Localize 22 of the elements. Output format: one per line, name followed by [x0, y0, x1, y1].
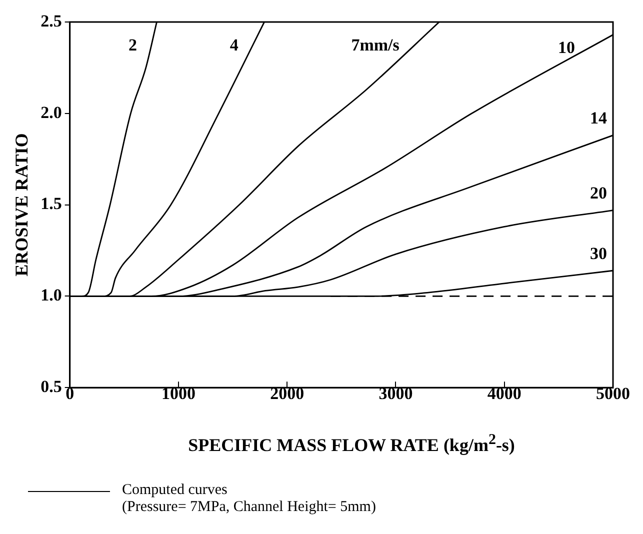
series-label: 7mm/s [351, 35, 400, 54]
y-tick-label: 1.0 [40, 286, 62, 305]
series-label: 2 [128, 35, 138, 54]
x-tick-label: 4000 [487, 384, 522, 404]
text: (Pressure= 7MPa, Channel Height= 5mm) [122, 499, 376, 516]
x-tick-label: 3000 [378, 384, 413, 404]
series-label: 30 [590, 244, 607, 263]
y-tick-label: 2.5 [40, 11, 62, 30]
y-axis-title: EROSIVE RATIO [11, 133, 32, 276]
x-tick-label: 2000 [270, 384, 304, 404]
series-label: 14 [590, 108, 608, 128]
text: Computed curves [122, 482, 228, 499]
x-axis-title: SPECIFIC MASS FLOW RATE (kg/m$^{2}$-s) [187, 432, 516, 456]
y-tick-label: 2.0 [40, 102, 62, 122]
series-label: 10 [558, 38, 575, 58]
y-tick-label: 0.5 [40, 376, 62, 396]
x-tick-label: 1000 [161, 384, 196, 404]
series-label: 20 [590, 184, 607, 203]
x-tick-label: 0 [66, 384, 74, 404]
series-label: 4 [230, 35, 239, 54]
y-tick-label: 1.5 [40, 194, 62, 214]
x-tick-label: 5000 [596, 384, 630, 404]
